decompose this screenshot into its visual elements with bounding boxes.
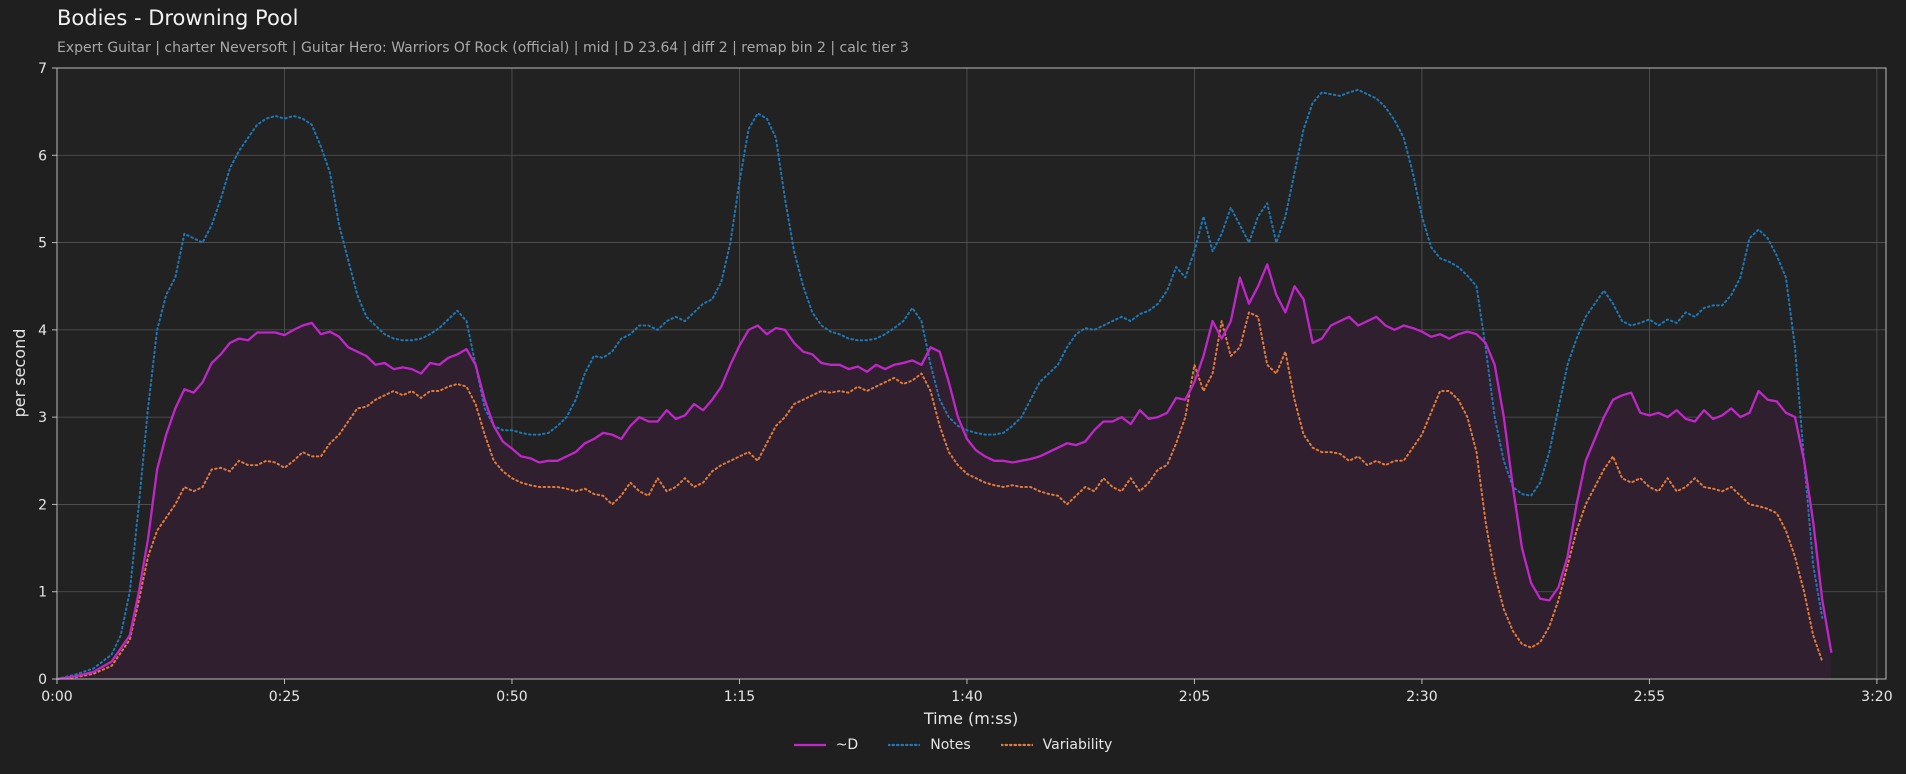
chart-subtitle: Expert Guitar | charter Neversoft | Guit… <box>57 40 909 56</box>
x-tick-label: 2:05 <box>1179 689 1210 705</box>
series-line-notes <box>56 88 1824 680</box>
chart-title: Bodies - Drowning Pool <box>57 6 299 30</box>
legend-label-d: ~D <box>835 737 859 753</box>
series-line-d <box>56 263 1833 681</box>
x-tick-label: 1:15 <box>724 689 755 705</box>
x-tick-label: 1:40 <box>951 689 982 705</box>
legend-item-notes: Notes <box>888 737 971 753</box>
area-layer <box>57 264 1832 679</box>
y-tick-label: 4 <box>38 323 47 339</box>
series-layer <box>56 88 1833 681</box>
area-d <box>57 264 1832 679</box>
y-tick-label: 2 <box>38 497 47 513</box>
x-tick-label: 2:30 <box>1406 689 1437 705</box>
legend-swatch-notes <box>888 743 921 747</box>
y-tick-label: 0 <box>38 672 47 688</box>
x-axis-ticks: 0:00 0:25 0:50 1:15 1:40 2:05 2:30 2:55 3:20 <box>41 679 1893 705</box>
y-tick-label: 6 <box>38 148 47 164</box>
x-tick-label: 0:25 <box>269 689 300 705</box>
y-tick-label: 1 <box>38 585 47 601</box>
legend-item-variability: Variability <box>1000 737 1113 753</box>
y-tick-label: 7 <box>38 61 47 77</box>
x-tick-label: 3:20 <box>1861 689 1892 705</box>
x-axis-label: Time (m:ss) <box>923 709 1018 728</box>
legend-item-d: ~D <box>793 737 859 753</box>
legend-swatch-d <box>793 743 826 747</box>
y-tick-label: 5 <box>38 236 47 252</box>
y-tick-label: 3 <box>38 410 47 426</box>
x-tick-label: 0:00 <box>41 689 72 705</box>
legend-label-variability: Variability <box>1042 737 1113 753</box>
x-tick-label: 0:50 <box>496 689 527 705</box>
y-axis-label: per second <box>10 329 29 418</box>
y-axis-ticks: 0 1 2 3 4 5 6 7 <box>38 61 57 688</box>
x-tick-label: 2:55 <box>1634 689 1665 705</box>
chart-legend: ~D Notes Variability <box>0 737 1906 753</box>
legend-label-notes: Notes <box>930 737 971 753</box>
legend-swatch-variability <box>1000 743 1033 747</box>
series-line-variability <box>56 311 1824 680</box>
plot-frame <box>56 67 1887 680</box>
